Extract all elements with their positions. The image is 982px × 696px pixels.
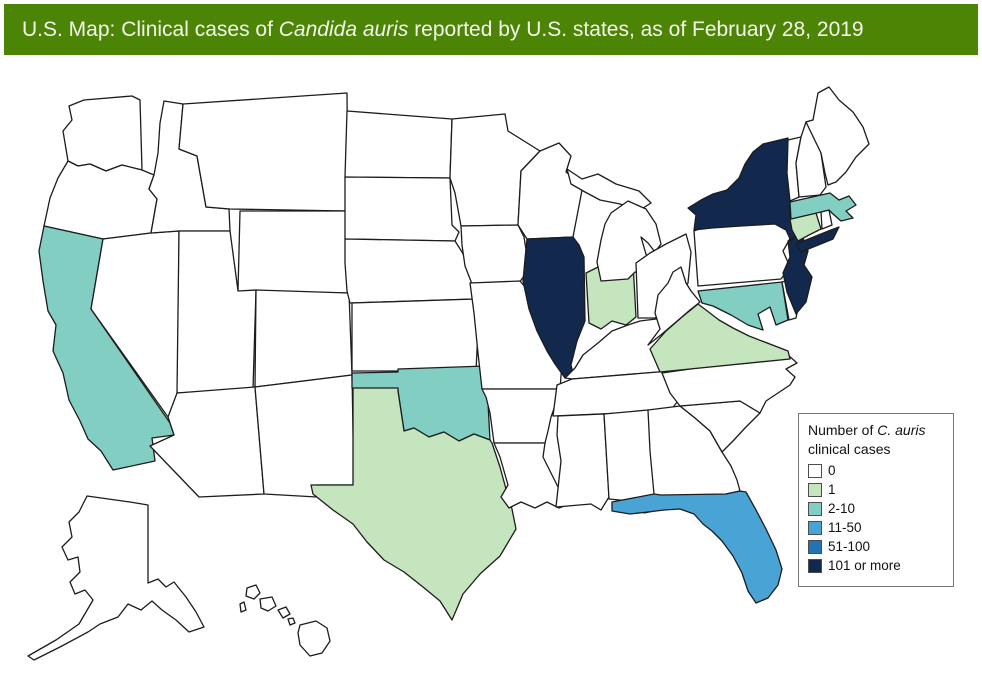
legend-row-0: 0	[808, 463, 944, 478]
state-michigan	[566, 168, 652, 211]
state-alaska	[27, 495, 205, 661]
state-louisiana	[493, 442, 575, 509]
legend-items: 0 1 2-10 11-50 51-100 101 or more	[808, 463, 944, 573]
legend-title-italic: C. auris	[877, 422, 926, 438]
state-hawaii	[259, 596, 277, 612]
legend-row-1: 1	[808, 482, 944, 497]
state-south-dakota	[344, 176, 460, 242]
state-texas	[310, 387, 517, 621]
state-colorado	[254, 289, 353, 388]
state-hawaii	[287, 617, 296, 626]
legend-label: 51-100	[828, 539, 871, 554]
state-montana	[178, 92, 349, 212]
legend-swatch-icon	[808, 539, 822, 554]
state-hawaii	[239, 601, 247, 613]
legend-label: 0	[828, 463, 836, 478]
legend-swatch-icon	[808, 558, 822, 573]
state-north-dakota	[344, 110, 453, 179]
legend-row-2-10: 2-10	[808, 501, 944, 516]
page-title-bar: U.S. Map: Clinical cases of Candida auri…	[4, 4, 978, 55]
legend-row-51-100: 51-100	[808, 539, 944, 554]
legend-row-101-or-more: 101 or more	[808, 558, 944, 573]
page-title-italic: Candida auris	[278, 18, 409, 41]
legend-label: 11-50	[828, 520, 862, 535]
state-florida	[611, 490, 783, 604]
state-new-york	[795, 226, 840, 253]
state-washington	[62, 95, 143, 172]
state-rhode-island	[820, 209, 833, 230]
legend-label: 2-10	[828, 501, 856, 516]
state-hawaii	[297, 620, 331, 657]
legend-swatch-icon	[808, 482, 822, 497]
us-choropleth-map	[27, 86, 870, 661]
state-maine	[805, 86, 870, 186]
state-mississippi	[555, 413, 610, 511]
state-north-carolina	[661, 354, 798, 414]
legend-title: Number of C. auris clinical cases	[808, 422, 926, 457]
us-map-container: Number of C. auris clinical cases 0 1 2-10 1…	[0, 59, 982, 665]
state-hawaii	[245, 584, 261, 600]
state-maryland	[697, 281, 789, 331]
legend-label: 101 or more	[828, 558, 901, 573]
state-oregon	[43, 160, 158, 240]
page-title: U.S. Map: Clinical cases of Candida auri…	[22, 18, 864, 41]
state-kansas	[351, 298, 480, 372]
legend-row-11-50: 11-50	[808, 520, 944, 535]
legend-swatch-icon	[808, 520, 822, 535]
state-wyoming	[237, 210, 350, 294]
legend-swatch-icon	[808, 463, 822, 478]
legend-swatch-icon	[808, 501, 822, 516]
state-new-mexico	[254, 374, 355, 498]
state-hawaii	[277, 606, 291, 619]
state-west-virginia	[647, 266, 701, 346]
state-nebraska	[344, 238, 474, 304]
state-iowa	[460, 224, 530, 285]
legend-label: 1	[828, 482, 836, 497]
state-arkansas	[481, 388, 561, 444]
state-massachusetts	[789, 192, 857, 222]
state-wisconsin	[517, 142, 584, 240]
map-legend: Number of C. auris clinical cases 0 1 2-10 1…	[798, 413, 954, 587]
state-new-york	[687, 137, 800, 242]
